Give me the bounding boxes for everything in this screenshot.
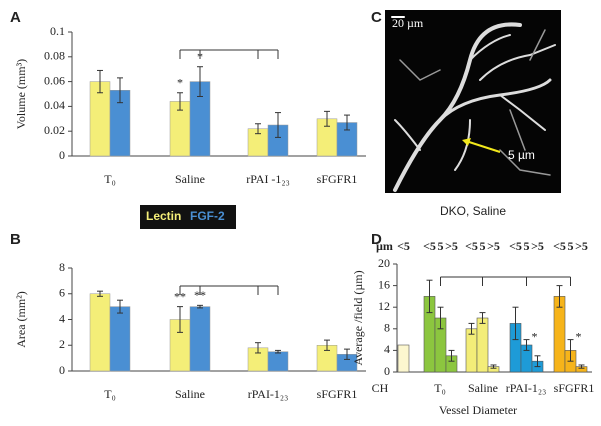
x-tick-label: rPAI-1₂₃ (248, 387, 289, 401)
scale-label: 20 µm (392, 16, 424, 30)
y-tick-label: 0 (59, 363, 65, 377)
bar (109, 306, 131, 372)
diameter-label: >5 (575, 239, 588, 253)
x-tick-label: sFGFR1 (317, 387, 358, 401)
arrow (465, 140, 501, 153)
x-tick-label: CH (372, 381, 389, 395)
y-tick-label: 0.1 (50, 24, 65, 38)
legend-label: FGF-2 (190, 209, 225, 223)
x-tick-label: sFGFR1 (554, 381, 595, 395)
y-tick-label: 4 (59, 311, 65, 325)
x-tick-label: T₀ (434, 381, 446, 395)
diameter-label: 5 (480, 239, 486, 253)
micrograph (385, 10, 561, 193)
y-tick-label: 16 (378, 277, 390, 291)
y-tick-label: 6 (59, 286, 65, 300)
annotation: * (576, 329, 582, 343)
y-tick-label: 4 (384, 342, 390, 356)
x-axis-label: Vessel Diameter (439, 403, 517, 417)
panel-label: B (10, 231, 21, 248)
legend-label: Lectin (146, 209, 181, 223)
y-tick-label: 0.06 (44, 73, 65, 87)
y-tick-label: 8 (384, 321, 390, 335)
bar (465, 328, 478, 373)
annotation: ** (194, 288, 206, 302)
y-tick-label: 20 (378, 256, 390, 270)
diameter-label: <5 (423, 239, 436, 253)
bar (553, 296, 566, 373)
y-axis-label: Volume (mm³) (14, 59, 28, 129)
diameter-label: >5 (531, 239, 544, 253)
panel-label: D (371, 231, 382, 248)
bar (189, 306, 211, 372)
x-tick-label: T₀ (104, 172, 116, 186)
x-tick-label: sFGFR1 (317, 172, 358, 186)
x-tick-label: T₀ (104, 387, 116, 401)
bar (89, 293, 111, 372)
annotation: * (177, 76, 183, 90)
x-tick-label: Saline (175, 387, 205, 401)
bar (476, 317, 489, 373)
annotation: 5 µm (508, 148, 535, 162)
x-tick-label: Saline (175, 172, 205, 186)
diameter-label: 5 (438, 239, 444, 253)
annotation: * (532, 329, 538, 343)
caption: DKO, Saline (440, 204, 506, 218)
y-tick-label: 0.02 (44, 123, 65, 137)
y-axis-label: Area (mm²) (14, 291, 28, 348)
y-tick-label: 8 (59, 260, 65, 274)
x-tick-label: rPAI -1₂₃ (246, 172, 290, 186)
diameter-label: <5 (465, 239, 478, 253)
legend-box (140, 205, 236, 229)
x-tick-label: Saline (468, 381, 498, 395)
diameter-label: <5 (397, 239, 410, 253)
annotation: ** (174, 289, 186, 303)
y-tick-label: 0.08 (44, 49, 65, 63)
y-tick-label: 0.04 (44, 98, 65, 112)
y-tick-label: 0 (59, 148, 65, 162)
diameter-label: >5 (487, 239, 500, 253)
panel-label: C (371, 9, 382, 26)
y-tick-label: 0 (384, 364, 390, 378)
diameter-label: 5 (524, 239, 530, 253)
panel-label: A (10, 9, 21, 26)
diameter-label: <5 (553, 239, 566, 253)
y-tick-label: 2 (59, 337, 65, 351)
arrow-head (462, 138, 471, 146)
header-unit: µm (376, 239, 393, 253)
x-tick-label: rPAI-1₂₃ (506, 381, 547, 395)
y-axis-label: Average /field (µm) (351, 270, 365, 365)
bar (397, 344, 410, 373)
diameter-label: >5 (445, 239, 458, 253)
diameter-label: <5 (509, 239, 522, 253)
y-tick-label: 12 (378, 299, 390, 313)
bar (267, 351, 289, 372)
diameter-label: 5 (568, 239, 574, 253)
